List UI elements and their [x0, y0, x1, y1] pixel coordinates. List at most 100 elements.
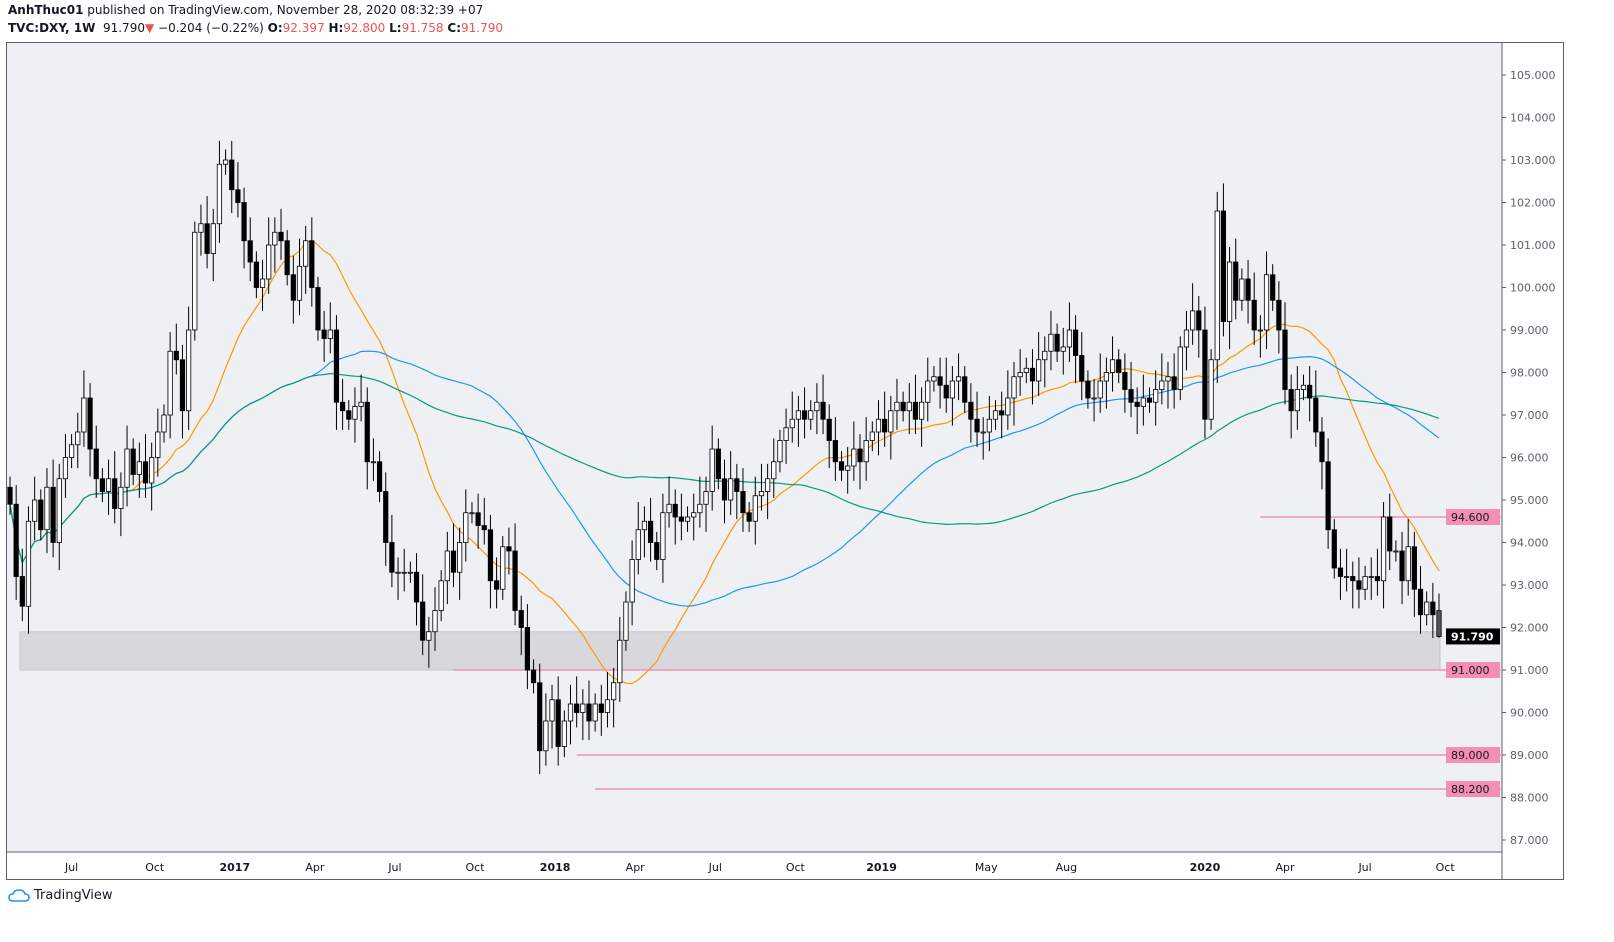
candle — [432, 587, 438, 651]
candle — [1417, 565, 1424, 634]
close-label: C: — [447, 21, 462, 35]
candle-body — [327, 329, 333, 339]
tradingview-logo-text[interactable]: TradingView — [34, 888, 113, 903]
candle-body — [931, 376, 937, 382]
candle — [284, 230, 290, 286]
candle-body — [358, 401, 364, 407]
candle — [1042, 336, 1048, 388]
candle — [943, 357, 949, 413]
candle-body — [161, 414, 167, 433]
candle — [19, 548, 25, 622]
candle-body — [715, 448, 721, 480]
candle-body — [629, 559, 635, 603]
candle — [1257, 315, 1263, 358]
candle-body — [1079, 355, 1085, 382]
candle-body — [1368, 576, 1374, 578]
candle — [296, 238, 303, 316]
y-tick-label: 91.000 — [1510, 664, 1549, 677]
candle-body — [247, 240, 253, 263]
candle-body — [777, 440, 783, 463]
candle — [358, 374, 364, 422]
candle — [845, 446, 851, 494]
candle-body — [678, 516, 684, 522]
candle-body — [894, 401, 900, 412]
candle-body — [340, 401, 346, 412]
candle — [210, 208, 216, 282]
candle-body — [623, 601, 629, 641]
candle — [32, 476, 38, 541]
candle-body — [1128, 389, 1134, 403]
candle-body — [832, 440, 838, 463]
candle — [561, 710, 567, 758]
y-tick-label: 87.000 — [1510, 834, 1549, 847]
candle — [75, 412, 81, 469]
candle-body — [93, 448, 99, 480]
author[interactable]: AnhThuc01 — [8, 3, 84, 17]
candle-body — [530, 669, 537, 684]
candle-body — [266, 244, 272, 280]
candle — [253, 251, 259, 299]
candle — [617, 616, 623, 702]
candle — [666, 476, 672, 528]
candle — [955, 353, 962, 401]
y-tick-label: 89.000 — [1510, 749, 1549, 762]
candle-body — [272, 231, 278, 246]
candle — [1307, 366, 1313, 422]
candle-body — [1036, 359, 1042, 382]
candle — [463, 489, 469, 562]
candle-body — [1159, 380, 1165, 390]
candle — [1399, 531, 1405, 605]
candle-body — [290, 274, 296, 301]
candle — [746, 502, 752, 532]
candle-body — [611, 682, 617, 701]
candle — [567, 684, 574, 745]
candle — [235, 162, 241, 218]
candle — [937, 357, 943, 409]
candle-body — [376, 461, 383, 492]
candle-body — [1356, 580, 1362, 590]
candle — [931, 366, 937, 392]
candle — [105, 459, 112, 515]
x-tick-label: May — [975, 861, 998, 874]
candle-body — [1190, 310, 1196, 331]
candle — [99, 468, 105, 503]
candle — [1288, 374, 1294, 439]
candle — [62, 434, 69, 498]
candle-body — [44, 486, 50, 531]
candle-body — [420, 601, 426, 641]
candle — [1171, 353, 1177, 409]
candle — [912, 374, 919, 435]
candle — [1208, 349, 1214, 430]
candle — [771, 438, 777, 498]
candle-body — [955, 376, 962, 382]
candle — [832, 417, 838, 481]
candle — [752, 476, 758, 545]
candle — [1153, 370, 1159, 426]
candle-body — [1325, 461, 1331, 531]
candle — [851, 421, 857, 481]
candle-body — [1300, 384, 1307, 390]
candle-body — [426, 631, 432, 641]
candle — [980, 417, 986, 460]
candle-body — [309, 240, 315, 288]
price-chart[interactable]: 87.000 88.000 89.000 90.000 91.000 92.000 93.0… — [6, 42, 1564, 880]
x-tick-label: Oct — [1436, 861, 1456, 874]
candle — [1239, 268, 1245, 311]
candle-body — [1430, 601, 1436, 616]
candle-body — [1307, 384, 1313, 399]
candle — [715, 438, 721, 490]
candle — [1091, 378, 1097, 422]
candle — [192, 221, 198, 341]
candle-body — [1411, 546, 1417, 590]
candle — [838, 451, 845, 481]
candle — [604, 672, 611, 728]
candle — [758, 463, 765, 511]
candle — [580, 689, 586, 741]
open-value: 92.397 — [282, 21, 325, 35]
candle-body — [598, 703, 604, 713]
candle — [1214, 191, 1220, 384]
candle-body — [888, 410, 894, 433]
symbol[interactable]: TVC:DXY, 1W — [8, 21, 96, 35]
candle-body — [1405, 546, 1411, 582]
candle — [777, 429, 783, 473]
